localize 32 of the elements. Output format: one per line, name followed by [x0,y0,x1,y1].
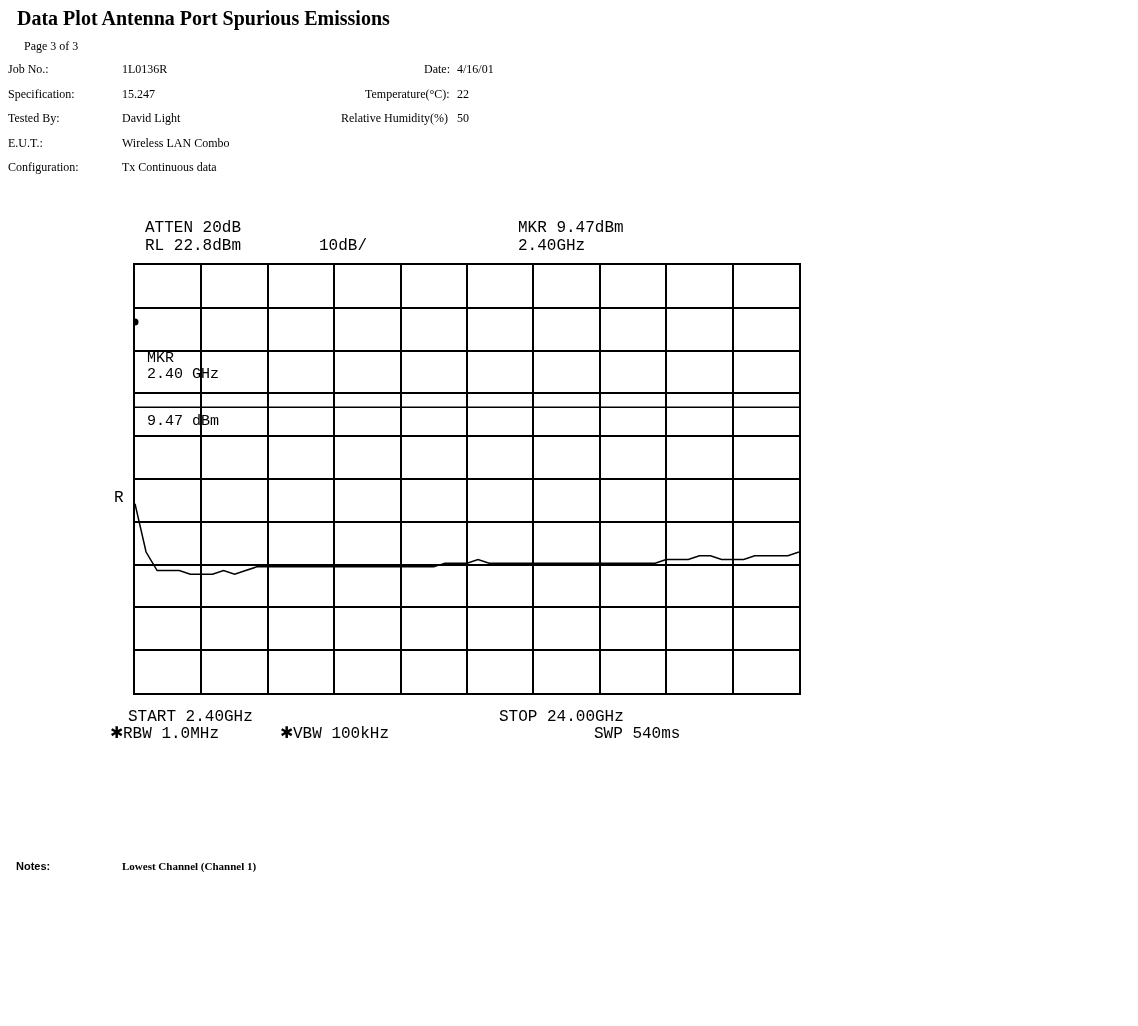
text: Tested By: [8,111,60,125]
text: 1L0136R [122,62,168,76]
text: Relative Humidity(%) [341,111,448,125]
text: Page 3 of 3 [24,39,79,53]
text: 10dB/ [319,237,368,255]
annotation: MKR [147,350,175,367]
text: Job No.: [8,62,49,76]
text: 15.247 [122,87,155,101]
text: Date: [424,62,450,76]
text: Specification: [8,87,75,101]
text: 4/16/01 [457,62,494,76]
text: STOP 24.00GHz [499,708,624,726]
text: ✱VBW 100kHz [280,725,390,743]
text: ATTEN 20dB [145,219,242,237]
text: E.U.T.: [8,136,43,150]
text: Temperature(°C): [365,87,450,101]
text: 2.40GHz [518,237,586,255]
text: Lowest Channel (Channel 1) [122,860,257,873]
text: Configuration: [8,160,79,174]
text: SWP 540ms [594,725,681,743]
text: 22 [457,87,469,101]
text: RL 22.8dBm [145,237,242,255]
text: START 2.40GHz [128,708,253,726]
text: ✱RBW 1.0MHz [110,725,220,743]
text: Tx Continuous data [122,160,218,174]
chart-title: Data Plot Antenna Port Spurious Emissions [17,7,391,30]
text: 50 [457,111,469,125]
text: Notes: [16,860,51,872]
text: Wireless LAN Combo [122,136,230,150]
text: David Light [122,111,181,125]
text: R [114,489,124,507]
text: MKR 9.47dBm [518,219,624,237]
